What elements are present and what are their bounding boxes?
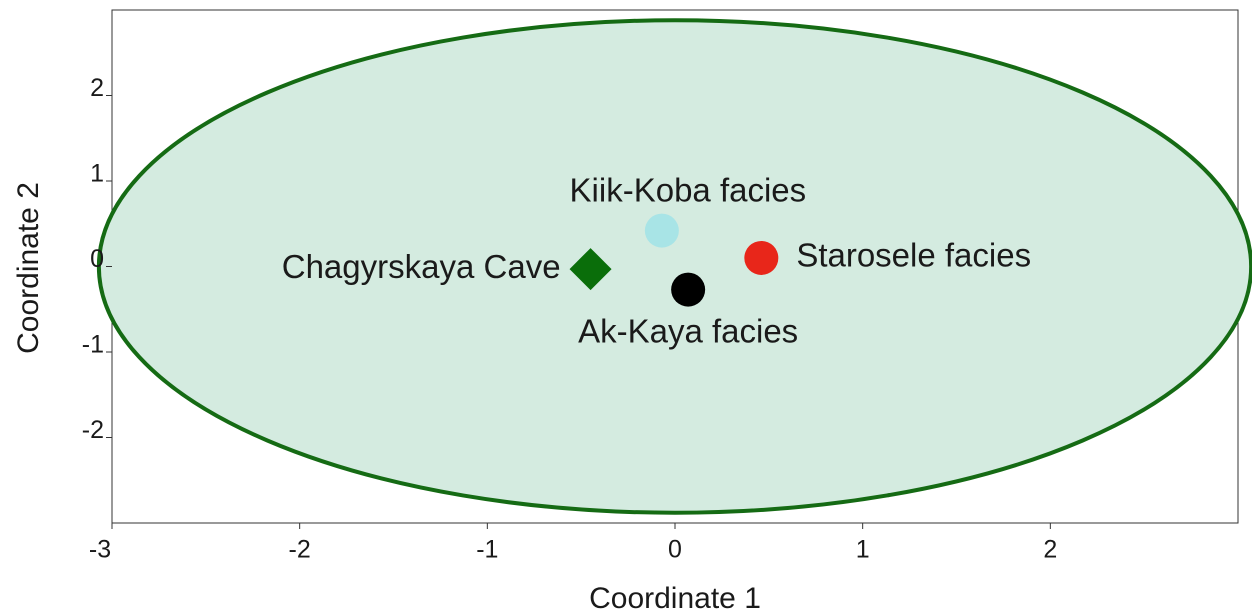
y-tick-label: 1 xyxy=(90,160,104,188)
y-tick-label: 0 xyxy=(90,245,104,273)
confidence-ellipse xyxy=(97,18,1252,515)
y-tick-label: 2 xyxy=(90,74,104,102)
x-tick-label: 0 xyxy=(668,536,682,564)
y-tick-label: -1 xyxy=(82,331,104,359)
point xyxy=(644,213,679,248)
x-tick-label: -2 xyxy=(289,536,311,564)
point-label: Kiik-Koba facies xyxy=(570,171,807,208)
point-label: Chagyrskaya Cave xyxy=(282,248,561,285)
point xyxy=(744,240,779,275)
x-tick-label: -1 xyxy=(476,536,498,564)
x-tick-label: 1 xyxy=(856,536,870,564)
point xyxy=(671,272,706,307)
x-axis-title: Coordinate 1 xyxy=(589,582,761,615)
point-label: Starosele facies xyxy=(796,237,1031,274)
y-axis-title: Coordinate 2 xyxy=(12,182,45,354)
y-tick-label: -2 xyxy=(82,416,104,444)
x-tick-label: -3 xyxy=(89,536,111,564)
x-tick-label: 2 xyxy=(1043,536,1057,564)
point-label: Ak-Kaya facies xyxy=(578,312,798,349)
point xyxy=(569,248,612,291)
